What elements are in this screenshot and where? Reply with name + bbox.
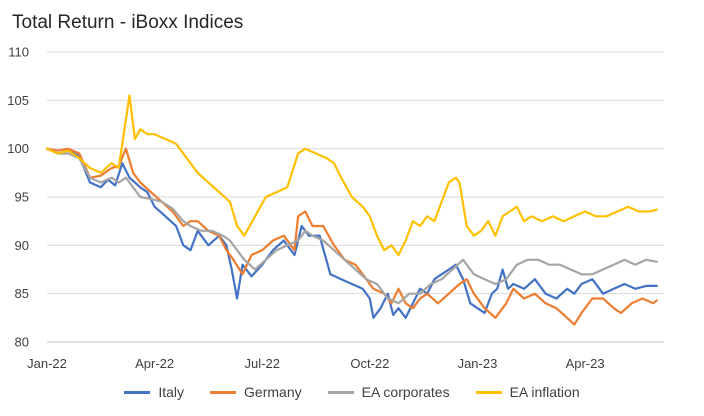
gridlines bbox=[47, 51, 664, 343]
y-tick-label: 100 bbox=[7, 141, 29, 156]
y-tick-label: 90 bbox=[15, 238, 29, 253]
legend-item: EA inflation bbox=[475, 384, 580, 400]
y-axis: 80 85 90 95 100 105 110 bbox=[7, 45, 29, 350]
x-tick-label: Jan-23 bbox=[458, 356, 498, 371]
x-tick-label: Jan-22 bbox=[27, 356, 67, 371]
legend-label: Italy bbox=[158, 384, 185, 400]
legend-label: EA inflation bbox=[509, 384, 580, 400]
legend-swatch bbox=[124, 390, 151, 394]
series-line-germany bbox=[45, 147, 658, 326]
y-tick-label: 105 bbox=[7, 93, 29, 108]
legend-swatch bbox=[475, 390, 502, 394]
chart-title: Total Return - iBoxx Indices bbox=[12, 12, 244, 33]
series-lines bbox=[45, 94, 658, 326]
series-line-ea-inflation bbox=[45, 94, 658, 257]
legend: Italy Germany EA corporates EA inflation bbox=[0, 384, 704, 400]
x-tick-label: Apr-23 bbox=[566, 356, 605, 371]
legend-item: Germany bbox=[210, 384, 302, 400]
x-tick-label: Jul-22 bbox=[245, 356, 280, 371]
y-tick-label: 80 bbox=[15, 335, 29, 350]
x-tick-label: Apr-22 bbox=[135, 356, 174, 371]
legend-swatch bbox=[327, 390, 354, 394]
x-axis: Jan-22 Apr-22 Jul-22 Oct-22 Jan-23 Apr-23 bbox=[27, 356, 604, 371]
y-tick-label: 110 bbox=[8, 45, 29, 60]
series-line-italy bbox=[45, 147, 658, 319]
y-tick-label: 95 bbox=[15, 190, 29, 205]
legend-swatch bbox=[210, 390, 237, 394]
legend-item: EA corporates bbox=[327, 384, 450, 400]
legend-label: Germany bbox=[244, 384, 302, 400]
legend-label: EA corporates bbox=[361, 384, 450, 400]
series-line-ea-corporates bbox=[45, 147, 658, 305]
x-tick-label: Oct-22 bbox=[350, 356, 389, 371]
y-tick-label: 85 bbox=[15, 286, 29, 301]
legend-item: Italy bbox=[124, 384, 184, 400]
